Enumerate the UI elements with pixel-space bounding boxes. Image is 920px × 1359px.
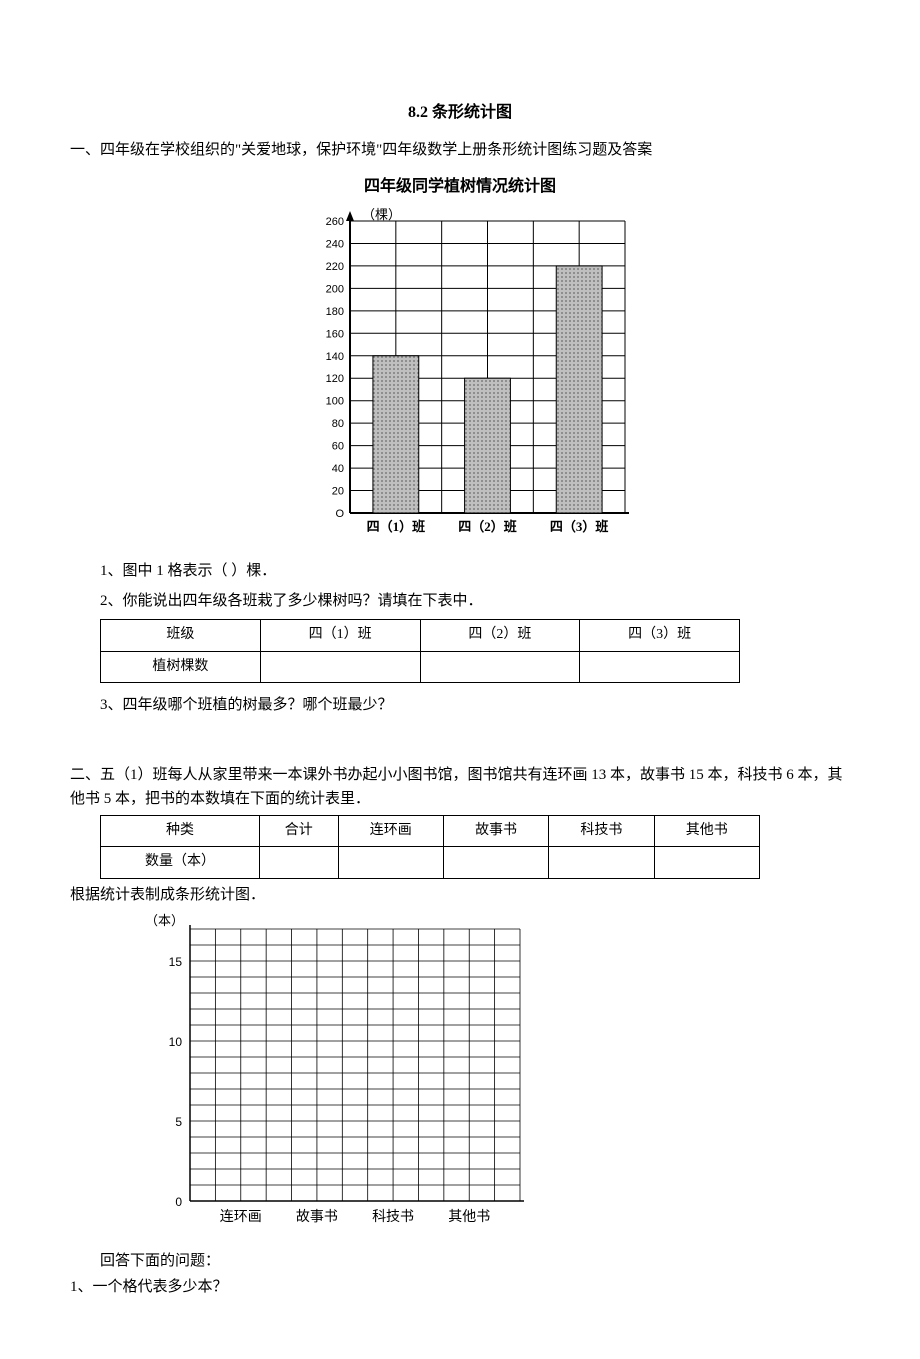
svg-text:四（2）班: 四（2）班	[458, 519, 517, 534]
s2-th-1: 合计	[260, 815, 339, 846]
svg-text:40: 40	[332, 463, 344, 475]
svg-text:（本）: （本）	[145, 913, 184, 928]
s1-q1: 1、图中 1 格表示（ ）棵．	[100, 559, 850, 583]
s2-table-header-row: 种类 合计 连环画 故事书 科技书 其他书	[101, 815, 760, 846]
svg-text:140: 140	[326, 351, 344, 363]
s2-instr: 根据统计表制成条形统计图．	[70, 883, 850, 907]
svg-text:10: 10	[169, 1035, 183, 1049]
s2-cell-3	[549, 847, 654, 878]
chart2-svg: 0 5 10 15 （本） 连环画 故事书 科技书 其他书	[130, 911, 550, 1231]
svg-text:160: 160	[326, 328, 344, 340]
svg-text:180: 180	[326, 306, 344, 318]
section2-intro: 二、五（1）班每人从家里带来一本课外书办起小小图书馆，图书馆共有连环画 13 本…	[70, 763, 850, 811]
s1-cell-2	[580, 651, 740, 682]
s2-table: 种类 合计 连环画 故事书 科技书 其他书 数量（本）	[100, 815, 760, 879]
chart1-title: 四年级同学植树情况统计图	[280, 174, 640, 200]
s1-th-3: 四（3）班	[580, 620, 740, 651]
s2-cell-4	[654, 847, 759, 878]
s2-th-2: 连环画	[338, 815, 443, 846]
page-title: 8.2 条形统计图	[70, 100, 850, 126]
svg-text:200: 200	[326, 284, 344, 296]
svg-text:15: 15	[169, 955, 183, 969]
svg-text:20: 20	[332, 486, 344, 498]
section1-intro: 一、四年级在学校组织的"关爱地球，保护环境"四年级数学上册条形统计图练习题及答案	[70, 138, 850, 162]
s1-table: 班级 四（1）班 四（2）班 四（3）班 植树棵数	[100, 619, 740, 683]
svg-text:60: 60	[332, 441, 344, 453]
s1-th-1: 四（1）班	[260, 620, 420, 651]
svg-text:0: 0	[175, 1195, 182, 1209]
s2-th-0: 种类	[101, 815, 260, 846]
chart2-wrap: 0 5 10 15 （本） 连环画 故事书 科技书 其他书	[130, 911, 850, 1239]
s2-cell-0	[260, 847, 339, 878]
s1-th-0: 班级	[101, 620, 261, 651]
s1-th-2: 四（2）班	[420, 620, 580, 651]
s2-cell-2	[443, 847, 548, 878]
s2-table-data-row: 数量（本）	[101, 847, 760, 878]
svg-text:240: 240	[326, 239, 344, 251]
s1-q3: 3、四年级哪个班植的树最多？哪个班最少？	[100, 693, 850, 717]
svg-text:100: 100	[326, 396, 344, 408]
s1-cell-0	[260, 651, 420, 682]
svg-text:220: 220	[326, 261, 344, 273]
svg-text:5: 5	[175, 1115, 182, 1129]
svg-text:其他书: 其他书	[448, 1209, 490, 1225]
s2-th-5: 其他书	[654, 815, 759, 846]
svg-text:120: 120	[326, 373, 344, 385]
svg-text:80: 80	[332, 418, 344, 430]
s1-table-data-row: 植树棵数	[101, 651, 740, 682]
chart1-svg: O 20 40 60 80 100 120 140 160 180 200 220 240 260 （棵） 四…	[280, 203, 640, 543]
svg-text:连环画: 连环画	[220, 1209, 262, 1225]
svg-text:（棵）: （棵）	[362, 207, 401, 222]
s2-q1: 1、一个格代表多少本？	[70, 1275, 850, 1299]
s1-cell-1	[420, 651, 580, 682]
svg-text:260: 260	[326, 216, 344, 228]
s2-closing: 回答下面的问题：	[100, 1249, 850, 1273]
s2-th-3: 故事书	[443, 815, 548, 846]
s2-cell-1	[338, 847, 443, 878]
svg-text:四（3）班: 四（3）班	[550, 519, 609, 534]
svg-text:O: O	[335, 508, 344, 520]
svg-text:四（1）班: 四（1）班	[367, 519, 426, 534]
s1-table-header-row: 班级 四（1）班 四（2）班 四（3）班	[101, 620, 740, 651]
chart1-wrap: 四年级同学植树情况统计图 O 20 40 60 80 100 120 140 160 180 200…	[70, 174, 850, 552]
s1-row-label: 植树棵数	[101, 651, 261, 682]
s2-row-label: 数量（本）	[101, 847, 260, 878]
s1-q2: 2、你能说出四年级各班栽了多少棵树吗？请填在下表中．	[100, 589, 850, 613]
svg-text:故事书: 故事书	[296, 1209, 338, 1225]
s2-th-4: 科技书	[549, 815, 654, 846]
svg-text:科技书: 科技书	[372, 1209, 414, 1225]
